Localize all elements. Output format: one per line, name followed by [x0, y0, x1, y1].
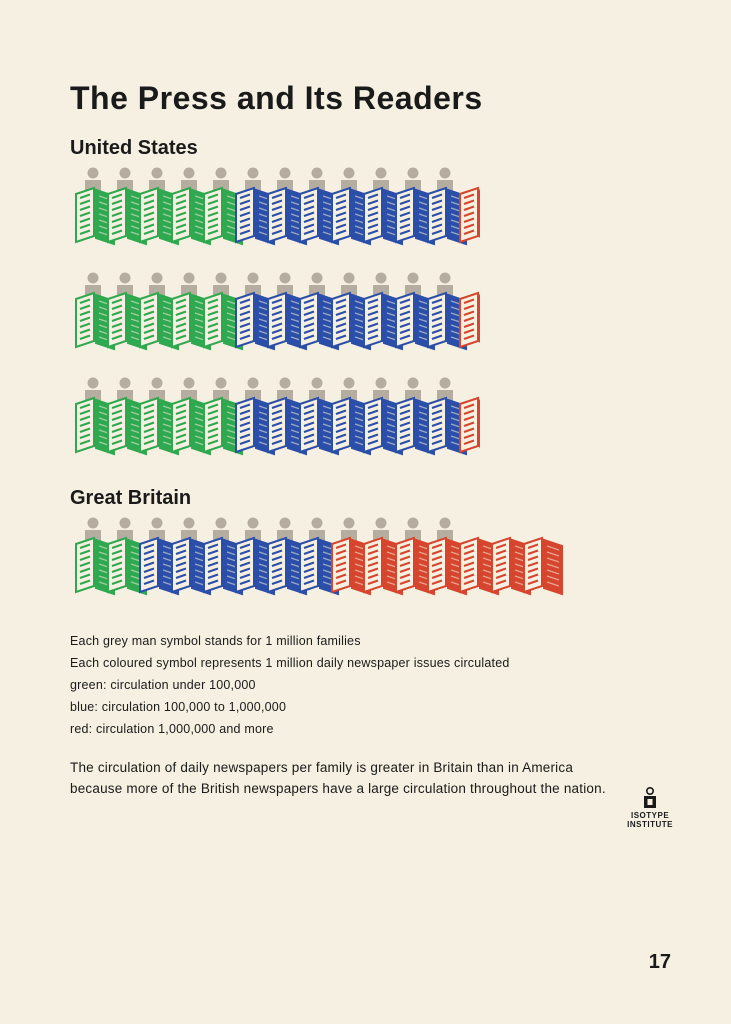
isotype-badge: ISOTYPE INSTITUTE [627, 786, 673, 829]
section-label: Great Britain [70, 487, 671, 510]
caption-text: The circulation of daily newspapers per … [70, 758, 610, 799]
section-label: United States [70, 137, 671, 160]
badge-line2: INSTITUTE [627, 820, 673, 829]
newspaper-icon [458, 186, 484, 248]
newspaper-icon [458, 396, 484, 458]
legend-block: Each grey man symbol stands for 1 millio… [70, 631, 671, 740]
legend-line: red: circulation 1,000,000 and more [70, 719, 671, 741]
legend-line: Each grey man symbol stands for 1 millio… [70, 631, 671, 653]
page-number: 17 [649, 951, 671, 974]
legend-line: Each coloured symbol represents 1 millio… [70, 653, 671, 675]
newspaper-icon [522, 536, 566, 598]
pictogram-row [80, 374, 671, 469]
page-title: The Press and Its Readers [70, 80, 671, 117]
badge-line1: ISOTYPE [627, 811, 673, 820]
legend-line: blue: circulation 100,000 to 1,000,000 [70, 697, 671, 719]
pictogram-row [80, 269, 671, 364]
legend-line: green: circulation under 100,000 [70, 675, 671, 697]
pictogram-row [80, 514, 671, 609]
pictogram-row [80, 164, 671, 259]
newspaper-icon [458, 291, 484, 353]
